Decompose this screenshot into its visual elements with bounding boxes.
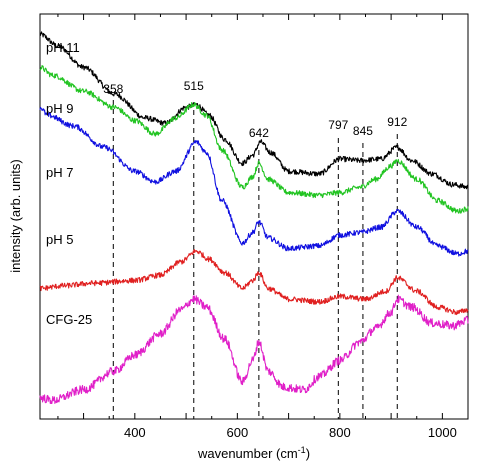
peak-label-642: 642 (249, 126, 269, 140)
series-label-cfg-25: CFG-25 (46, 312, 92, 327)
peak-label-845: 845 (353, 124, 373, 138)
x-axis-title-sup: -1 (298, 445, 306, 455)
series-line-cfg-25 (39, 294, 469, 405)
peak-label-797: 797 (328, 118, 348, 132)
series-line-ph-7 (39, 106, 469, 257)
peak-label-515: 515 (184, 79, 204, 93)
series-line-ph-5 (39, 248, 469, 316)
plot-frame (39, 13, 469, 420)
peak-lines (112, 100, 398, 419)
x-axis-title: wavenumber (cm-1) (197, 445, 310, 461)
x-axis-title-main: wavenumber (cm (197, 446, 298, 461)
series-label-ph-7: pH 7 (46, 165, 73, 180)
peak-label-912: 912 (387, 115, 407, 129)
x-axis-title-end: ) (306, 446, 310, 461)
x-tick-marks (57, 14, 469, 419)
x-tick-label-1000: 1000 (428, 425, 457, 440)
x-tick-label-600: 600 (226, 425, 248, 440)
series-label-ph-11: pH 11 (46, 40, 80, 55)
series-labels: pH 11 pH 9 pH 7 pH 5 CFG-25 (46, 40, 92, 327)
x-tick-label-800: 800 (329, 425, 351, 440)
y-axis-title: intensity (arb. units) (8, 159, 23, 272)
series-line-ph-9 (39, 64, 469, 214)
series-lines (39, 31, 469, 405)
x-tick-label-400: 400 (124, 425, 146, 440)
series-label-ph-9: pH 9 (46, 101, 73, 116)
series-line-ph-11 (39, 31, 469, 190)
x-tick-labels: 400 600 800 1000 (124, 425, 457, 440)
series-label-ph-5: pH 5 (46, 232, 73, 247)
